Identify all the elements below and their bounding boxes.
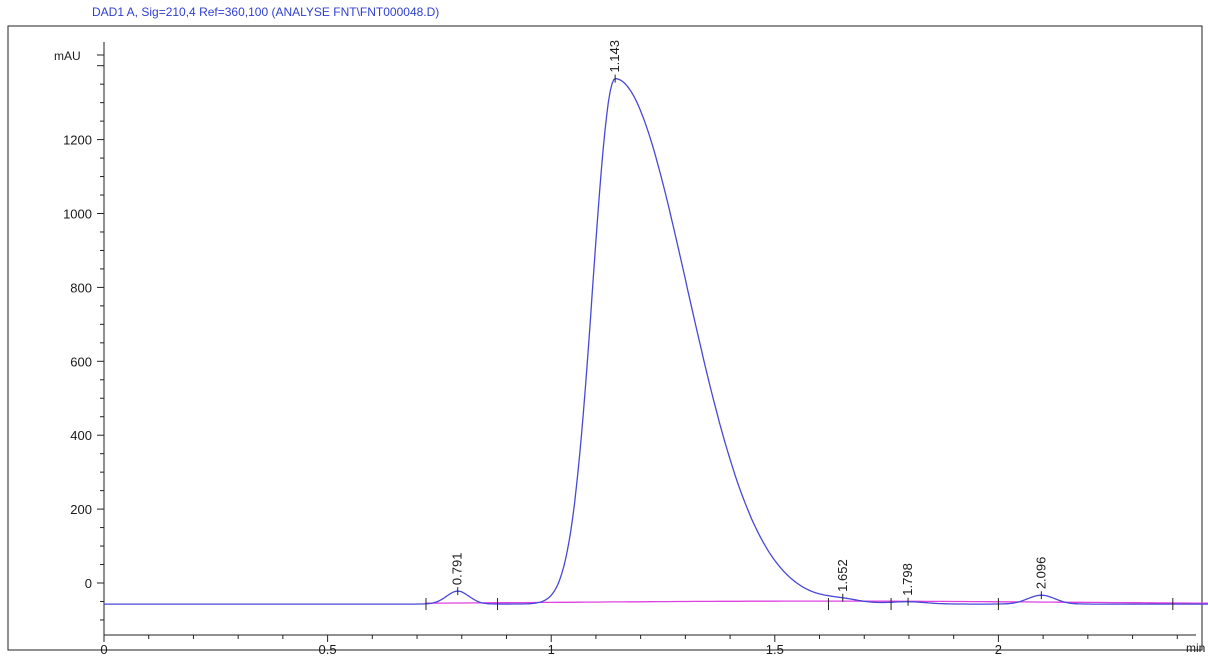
y-tick-label: 200 bbox=[70, 502, 92, 517]
x-tick-label: 1 bbox=[548, 642, 555, 657]
y-tick-label: 600 bbox=[70, 354, 92, 369]
axes: 02004006008001000120000.511.522.533.544.… bbox=[63, 42, 1196, 657]
y-tick-label: 800 bbox=[70, 280, 92, 295]
peak-label: 2.096 bbox=[1033, 557, 1048, 590]
x-axis-unit: min bbox=[1186, 641, 1205, 655]
y-tick-label: 0 bbox=[85, 576, 92, 591]
y-axis-unit: mAU bbox=[54, 49, 81, 63]
x-tick-label: 0.5 bbox=[319, 642, 337, 657]
y-tick-label: 1000 bbox=[63, 207, 92, 222]
peak-label: 0.791 bbox=[450, 553, 465, 586]
peak-labels: 0.7911.1431.6521.7982.0962.7763.2693.504… bbox=[450, 40, 1048, 606]
baseline-line bbox=[425, 600, 1208, 604]
peak-label: 1.143 bbox=[607, 40, 622, 73]
baseline-layer bbox=[425, 600, 1208, 604]
chart-title: DAD1 A, Sig=210,4 Ref=360,100 (ANALYSE F… bbox=[92, 5, 439, 19]
integration-marks bbox=[425, 598, 1174, 611]
x-tick-label: 0 bbox=[100, 642, 107, 657]
peak-label: 1.652 bbox=[835, 559, 850, 592]
signal-layer bbox=[104, 77, 1208, 605]
y-tick-label: 400 bbox=[70, 428, 92, 443]
x-tick-label: 1.5 bbox=[766, 642, 784, 657]
peak-label: 1.798 bbox=[900, 563, 915, 596]
x-tick-label: 2 bbox=[995, 642, 1002, 657]
signal-line bbox=[104, 77, 1208, 605]
y-tick-label: 1200 bbox=[63, 133, 92, 148]
plot-frame bbox=[7, 25, 1203, 651]
